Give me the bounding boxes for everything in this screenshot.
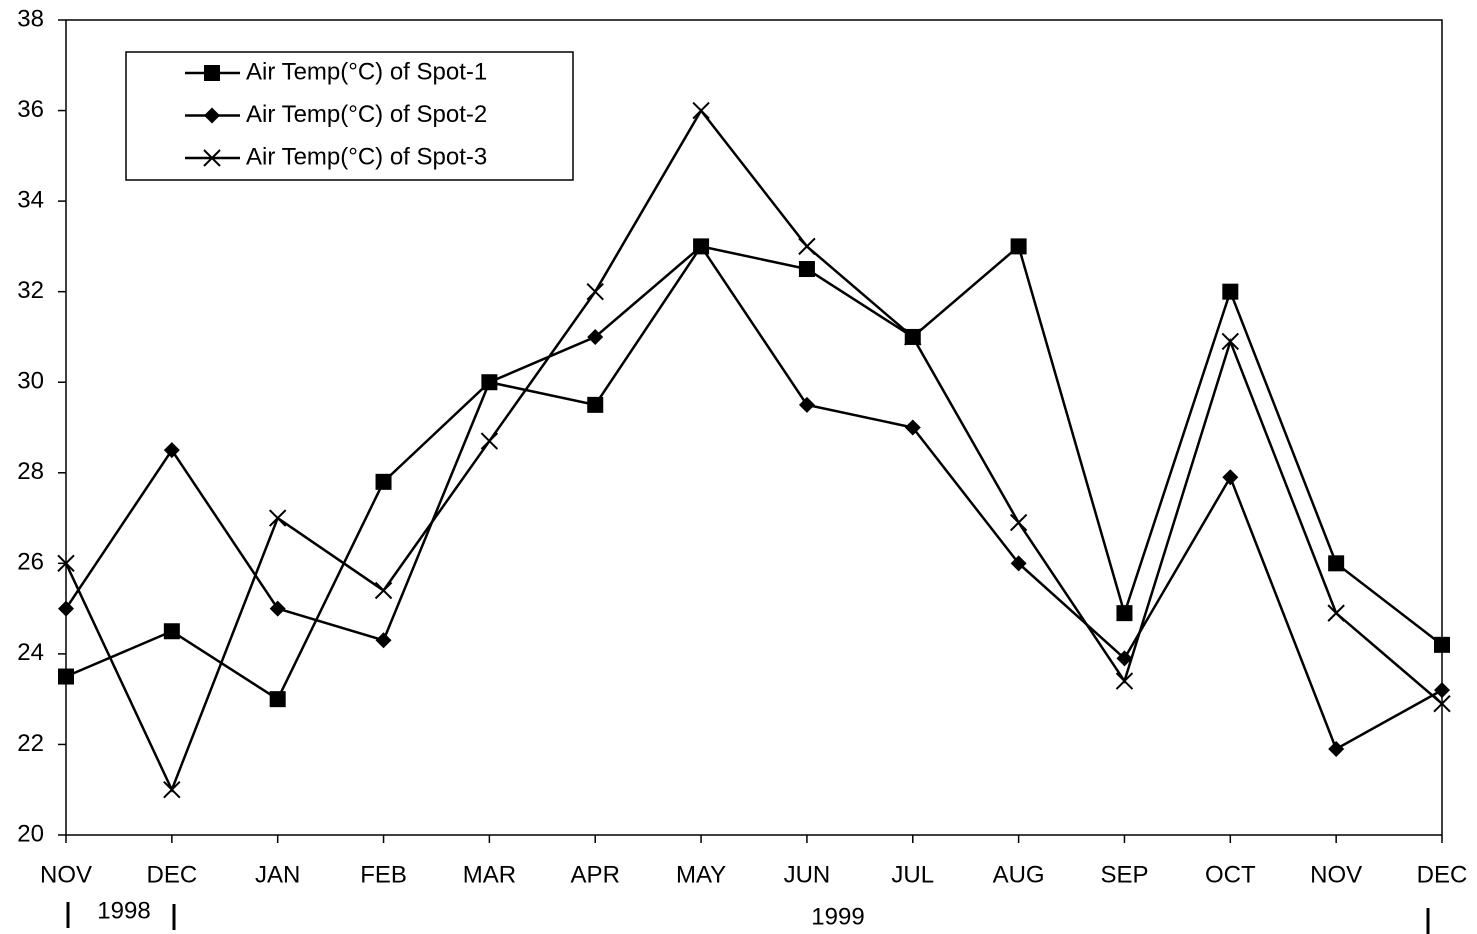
x-tick-label: FEB — [360, 861, 407, 888]
data-point — [375, 473, 392, 490]
data-point — [1010, 238, 1027, 255]
y-tick-label: 38 — [17, 5, 44, 32]
data-point — [798, 261, 815, 278]
data-point — [268, 509, 287, 527]
x-tick-label: NOV — [1310, 861, 1362, 888]
data-point — [1434, 636, 1450, 653]
data-point — [163, 623, 180, 640]
data-point — [1116, 650, 1133, 667]
data-point — [1434, 682, 1450, 699]
data-point — [269, 600, 286, 617]
data-point — [693, 238, 710, 255]
data-point — [692, 101, 710, 120]
data-point — [269, 691, 286, 708]
data-point — [481, 374, 498, 391]
data-point — [1222, 283, 1239, 300]
y-tick-label: 22 — [17, 730, 44, 757]
data-point — [1221, 332, 1240, 351]
data-point — [58, 668, 74, 685]
legend-marker — [203, 149, 221, 167]
data-point — [798, 237, 816, 256]
data-point — [1327, 604, 1345, 622]
series-line — [64, 244, 1443, 751]
x-tick-label: JUL — [891, 861, 934, 888]
data-point — [1115, 672, 1134, 690]
series-line — [64, 108, 1443, 793]
x-tick-label: MAR — [463, 861, 516, 888]
series-line — [65, 244, 1443, 701]
data-point — [1222, 469, 1239, 486]
x-tick-label: MAY — [676, 861, 726, 888]
data-point — [480, 432, 499, 450]
y-tick-label: 34 — [17, 186, 44, 213]
data-point — [58, 600, 74, 617]
data-point — [904, 328, 922, 346]
x-tick-label: DEC — [1417, 861, 1468, 888]
data-point — [57, 554, 75, 573]
y-tick-label: 30 — [17, 368, 44, 395]
year-label: 1998 — [97, 897, 150, 924]
legend-marker — [204, 65, 220, 81]
plot-frame — [65, 19, 1443, 836]
data-point — [586, 282, 604, 301]
data-point — [1328, 555, 1345, 572]
y-tick-label: 36 — [17, 96, 44, 123]
data-point — [1116, 605, 1133, 622]
data-point — [1009, 513, 1028, 532]
y-tick-label: 20 — [17, 820, 44, 847]
y-tick-label: 24 — [17, 639, 44, 666]
x-tick-label: AUG — [993, 861, 1045, 888]
data-point — [1433, 694, 1451, 713]
data-point — [163, 442, 180, 459]
data-point — [1010, 555, 1027, 572]
legend-label: Air Temp(°C) of Spot-1 — [246, 58, 487, 85]
year-label: 1999 — [811, 903, 864, 930]
legend-label: Air Temp(°C) of Spot-2 — [246, 101, 487, 128]
data-point — [798, 396, 815, 413]
x-tick-label: JUN — [784, 861, 831, 888]
x-tick-label: NOV — [40, 861, 92, 888]
x-tick-label: APR — [571, 861, 620, 888]
legend-marker — [204, 107, 220, 124]
data-point — [587, 328, 604, 345]
x-tick-label: SEP — [1100, 861, 1148, 888]
data-point — [904, 419, 921, 436]
x-tick-label: DEC — [147, 861, 198, 888]
y-tick-label: 28 — [17, 458, 44, 485]
x-tick-label: OCT — [1205, 861, 1256, 888]
data-point — [163, 781, 181, 799]
y-tick-label: 32 — [17, 277, 44, 304]
data-point — [374, 581, 393, 600]
legend-label: Air Temp(°C) of Spot-3 — [246, 143, 487, 170]
data-point — [587, 396, 604, 413]
x-tick-label: JAN — [255, 861, 300, 888]
data-point — [375, 632, 392, 649]
data-point — [1328, 740, 1345, 757]
y-tick-label: 26 — [17, 549, 44, 576]
